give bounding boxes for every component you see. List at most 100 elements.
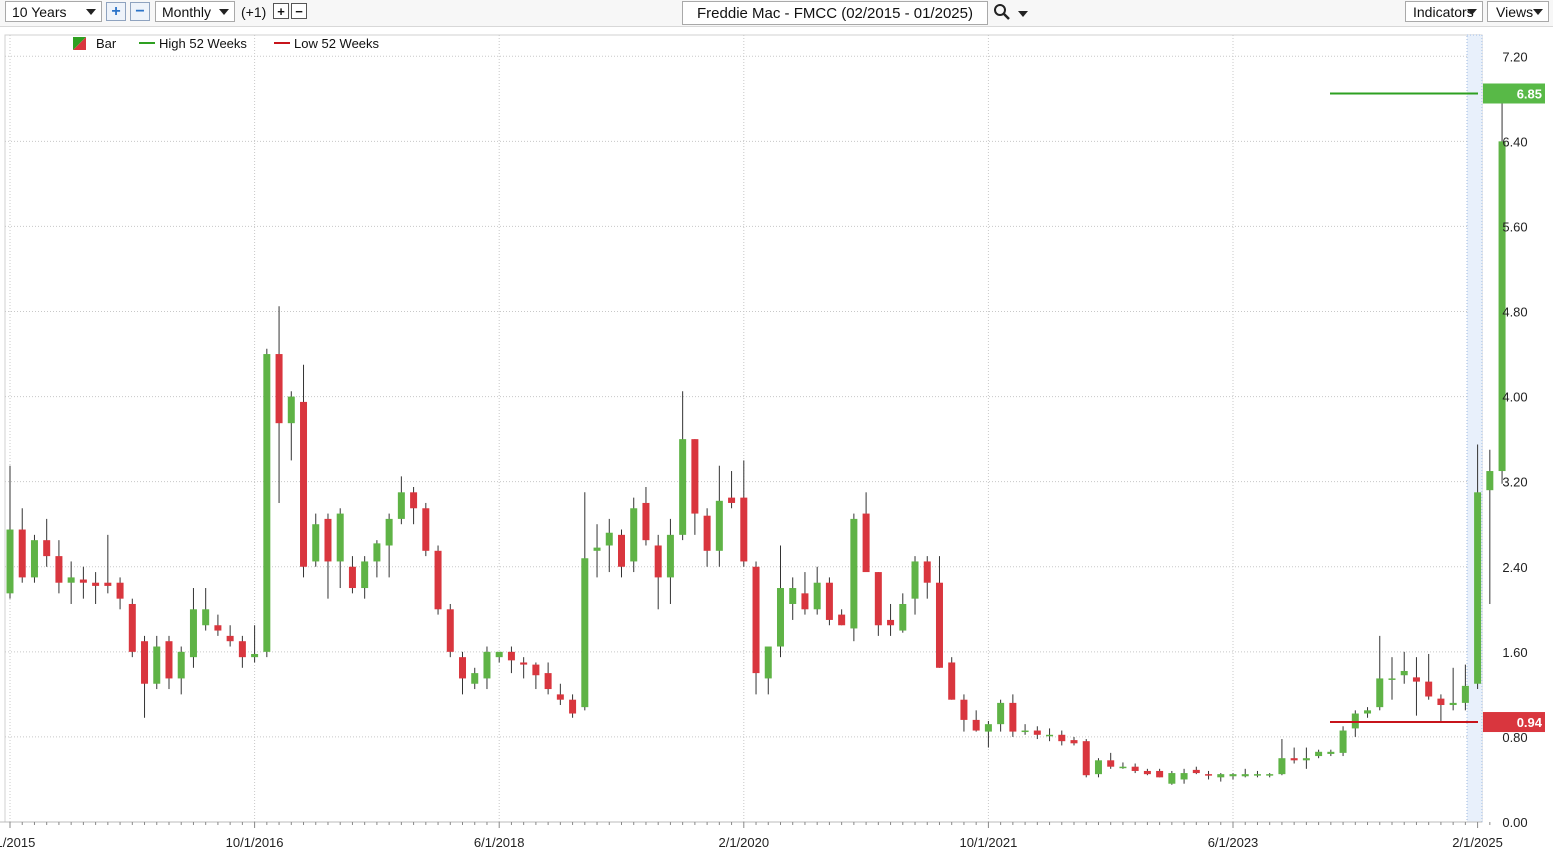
candle[interactable]	[556, 683, 564, 706]
candle[interactable]	[679, 391, 687, 541]
candle[interactable]	[434, 545, 442, 615]
candle[interactable]	[850, 513, 858, 642]
zoom-out-button[interactable]: −	[130, 2, 150, 21]
candle[interactable]	[165, 635, 173, 690]
candle[interactable]	[202, 588, 210, 631]
candle[interactable]	[1070, 736, 1078, 746]
candle[interactable]	[1412, 657, 1420, 716]
candle[interactable]	[789, 577, 797, 620]
candle[interactable]	[141, 635, 149, 718]
candle[interactable]	[1315, 749, 1323, 759]
candle[interactable]	[1082, 739, 1090, 778]
candle[interactable]	[1180, 768, 1188, 784]
offset-decrease-button[interactable]: −	[291, 3, 307, 19]
offset-increase-button[interactable]: +	[273, 3, 289, 19]
candle[interactable]	[1119, 762, 1127, 769]
candle[interactable]	[43, 518, 51, 567]
candle[interactable]	[948, 657, 956, 700]
candle[interactable]	[128, 598, 136, 658]
candle[interactable]	[287, 391, 295, 461]
candle[interactable]	[752, 561, 760, 695]
candle[interactable]	[116, 577, 124, 610]
candle[interactable]	[153, 635, 161, 690]
candle[interactable]	[1033, 726, 1041, 740]
candle[interactable]	[18, 508, 26, 583]
candle[interactable]	[642, 486, 650, 546]
candle[interactable]	[1046, 728, 1054, 742]
candle[interactable]	[6, 465, 14, 599]
candle[interactable]	[495, 651, 503, 663]
interval-select[interactable]: Monthly	[155, 1, 235, 22]
candle[interactable]	[1058, 730, 1066, 746]
candle[interactable]	[520, 657, 528, 679]
candle[interactable]	[79, 566, 87, 599]
candle[interactable]	[1168, 770, 1176, 785]
candle[interactable]	[1009, 694, 1017, 737]
candle[interactable]	[104, 534, 112, 594]
candle[interactable]	[1229, 773, 1237, 780]
candle[interactable]	[446, 603, 454, 658]
candle[interactable]	[813, 566, 821, 615]
candle[interactable]	[1192, 766, 1200, 775]
candle[interactable]	[569, 694, 577, 718]
candle[interactable]	[862, 492, 870, 573]
candle[interactable]	[1339, 726, 1347, 757]
candle[interactable]	[1107, 752, 1115, 769]
candle[interactable]	[336, 508, 344, 589]
candle[interactable]	[1425, 653, 1433, 700]
zoom-in-button[interactable]: +	[106, 2, 126, 21]
candle[interactable]	[1278, 739, 1286, 776]
candle[interactable]	[1217, 773, 1225, 782]
candle[interactable]	[801, 572, 809, 615]
candle[interactable]	[1474, 444, 1482, 690]
candle[interactable]	[1461, 664, 1469, 711]
candle[interactable]	[471, 667, 479, 690]
candle[interactable]	[263, 348, 271, 658]
candle[interactable]	[960, 694, 968, 732]
candle[interactable]	[1376, 635, 1384, 711]
candle[interactable]	[715, 465, 723, 567]
candle[interactable]	[397, 476, 405, 525]
candle[interactable]	[30, 534, 38, 583]
candle[interactable]	[1253, 770, 1261, 778]
candle[interactable]	[67, 561, 75, 604]
candle[interactable]	[654, 534, 662, 610]
candle[interactable]	[666, 518, 674, 604]
candle[interactable]	[251, 625, 259, 663]
candle[interactable]	[605, 518, 613, 573]
views-button[interactable]: Views	[1487, 1, 1549, 22]
candle[interactable]	[703, 508, 711, 567]
candle[interactable]	[1266, 773, 1274, 778]
candle[interactable]	[312, 513, 320, 567]
candle[interactable]	[874, 572, 882, 636]
candle[interactable]	[838, 609, 846, 626]
candle[interactable]	[581, 492, 589, 711]
candle[interactable]	[1094, 758, 1102, 778]
candle[interactable]	[410, 486, 418, 525]
candle[interactable]	[483, 646, 491, 690]
candle[interactable]	[899, 593, 907, 633]
candle[interactable]	[532, 662, 540, 690]
candle[interactable]	[275, 306, 283, 503]
candle[interactable]	[764, 646, 772, 695]
candle[interactable]	[544, 662, 552, 695]
candle[interactable]	[1400, 651, 1408, 684]
candle[interactable]	[1498, 93, 1506, 484]
candle[interactable]	[984, 720, 992, 748]
indicators-button[interactable]: Indicators	[1405, 1, 1483, 22]
candle[interactable]	[1486, 449, 1494, 604]
candle[interactable]	[324, 513, 332, 599]
candle[interactable]	[507, 646, 515, 674]
candle[interactable]	[825, 577, 833, 626]
candle[interactable]	[1241, 768, 1249, 778]
candle[interactable]	[385, 513, 393, 578]
candle[interactable]	[1364, 707, 1372, 718]
candle[interactable]	[348, 556, 356, 594]
candle[interactable]	[1156, 768, 1164, 778]
candle[interactable]	[1437, 694, 1445, 721]
candle[interactable]	[226, 625, 234, 647]
candle[interactable]	[728, 471, 736, 509]
candle[interactable]	[1327, 749, 1335, 757]
candle[interactable]	[923, 556, 931, 599]
candle[interactable]	[972, 710, 980, 732]
